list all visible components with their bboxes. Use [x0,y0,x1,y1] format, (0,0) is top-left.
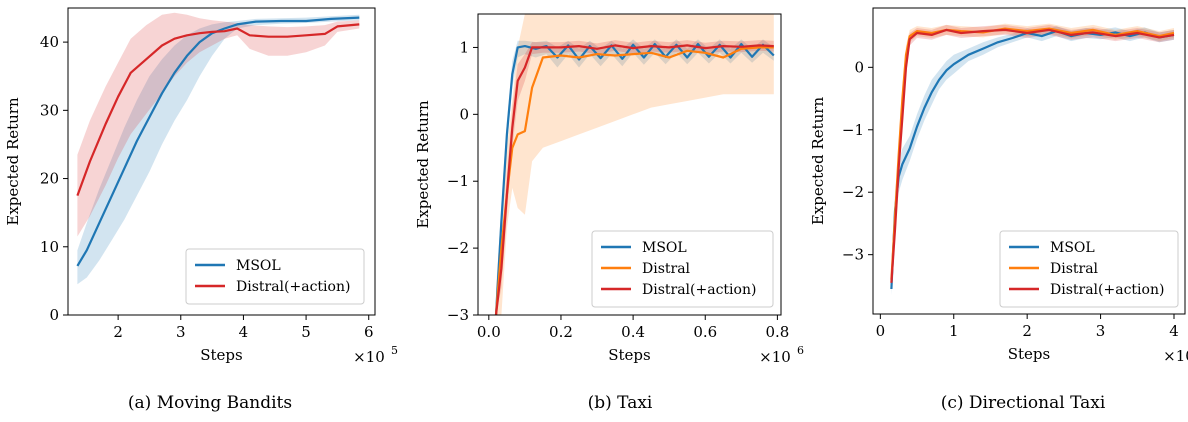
legend-label-3-3: Distral(+action) [1050,282,1164,298]
x-tick-label-1-2: 3 [176,323,186,341]
y-tick-label-1-1: 0 [49,306,59,324]
line-panel3-series3 [890,28,1175,283]
legend-label-1-2: Distral(+action) [236,279,350,295]
y-tick-label-3-1: −3 [842,246,864,264]
y-axis-label-1: Expected Return [4,97,22,226]
x-tick-label-3-5: 4 [1169,322,1179,340]
legend-label-3-1: MSOL [1050,240,1095,256]
x-tick-label-3-3: 2 [1022,322,1032,340]
legend-label-2-2: Distral [642,261,691,277]
legend-box-1 [185,248,365,305]
band-panel1-series2 [77,12,360,237]
y-tick-label-3-2: −2 [842,183,864,201]
band-panel1-series1 [77,14,360,285]
x-axis-label-3: Steps [1008,345,1050,363]
x-multiplier-2: ×10 [759,348,791,366]
x-tick-label-3-4: 3 [1096,322,1106,340]
legend-label-1-1: MSOL [236,258,281,274]
line-panel2-series1 [494,42,775,315]
line-panel2-series3 [494,44,774,315]
x-multiplier-1: ×10 [353,348,385,366]
legend-box-2 [591,230,774,308]
legend-label-2-3: Distral(+action) [642,282,756,298]
y-tick-label-1-3: 20 [40,170,59,188]
x-tick-label-1-1: 2 [113,323,123,341]
line-panel1-series1 [76,16,360,267]
caption-1: (a) Moving Bandits [128,393,292,413]
legend-label-2-1: MSOL [642,240,687,256]
legend-label-3-2: Distral [1050,261,1099,277]
y-tick-label-3-4: 0 [854,58,864,76]
x-tick-label-2-1: 0.0 [477,323,501,341]
line-panel1-series2 [76,23,360,196]
x-tick-label-2-2: 0.2 [549,323,573,341]
band-panel2-series2 [496,14,774,315]
y-axis-label-2: Expected Return [414,100,432,229]
y-tick-label-2-4: 0 [459,105,469,123]
x-multiplier-exponent-2: 6 [797,344,804,357]
x-axis-label-1: Steps [200,346,242,364]
x-tick-label-1-3: 4 [239,323,249,341]
y-tick-label-2-2: −2 [447,239,469,257]
x-tick-label-2-4: 0.6 [693,323,717,341]
x-tick-label-2-3: 0.4 [621,323,645,341]
axes-frame-2 [477,13,782,316]
x-tick-label-2-5: 0.8 [765,323,789,341]
x-tick-label-3-2: 1 [949,322,959,340]
y-tick-label-3-3: −1 [842,121,864,139]
line-panel2-series2 [494,46,774,315]
x-tick-label-1-4: 5 [301,323,311,341]
y-tick-label-2-1: −3 [447,306,469,324]
y-tick-label-1-2: 10 [40,238,59,256]
axes-frame-3 [872,7,1186,315]
x-tick-label-1-5: 6 [364,323,374,341]
y-tick-label-1-4: 30 [40,101,59,119]
x-multiplier-3: ×10 [1163,347,1188,365]
caption-2: (b) Taxi [588,393,653,413]
x-axis-label-2: Steps [608,346,650,364]
x-tick-label-3-1: 0 [876,322,886,340]
axes-frame-1 [67,7,376,316]
y-tick-label-2-3: −1 [447,172,469,190]
y-axis-label-3: Expected Return [809,97,827,226]
legend-box-3 [999,230,1179,308]
x-multiplier-exponent-1: 5 [391,344,398,357]
y-tick-label-1-5: 40 [40,33,59,51]
line-panel3-series1 [890,30,1175,290]
caption-3: (c) Directional Taxi [941,393,1106,413]
y-tick-label-2-5: 1 [459,38,469,56]
